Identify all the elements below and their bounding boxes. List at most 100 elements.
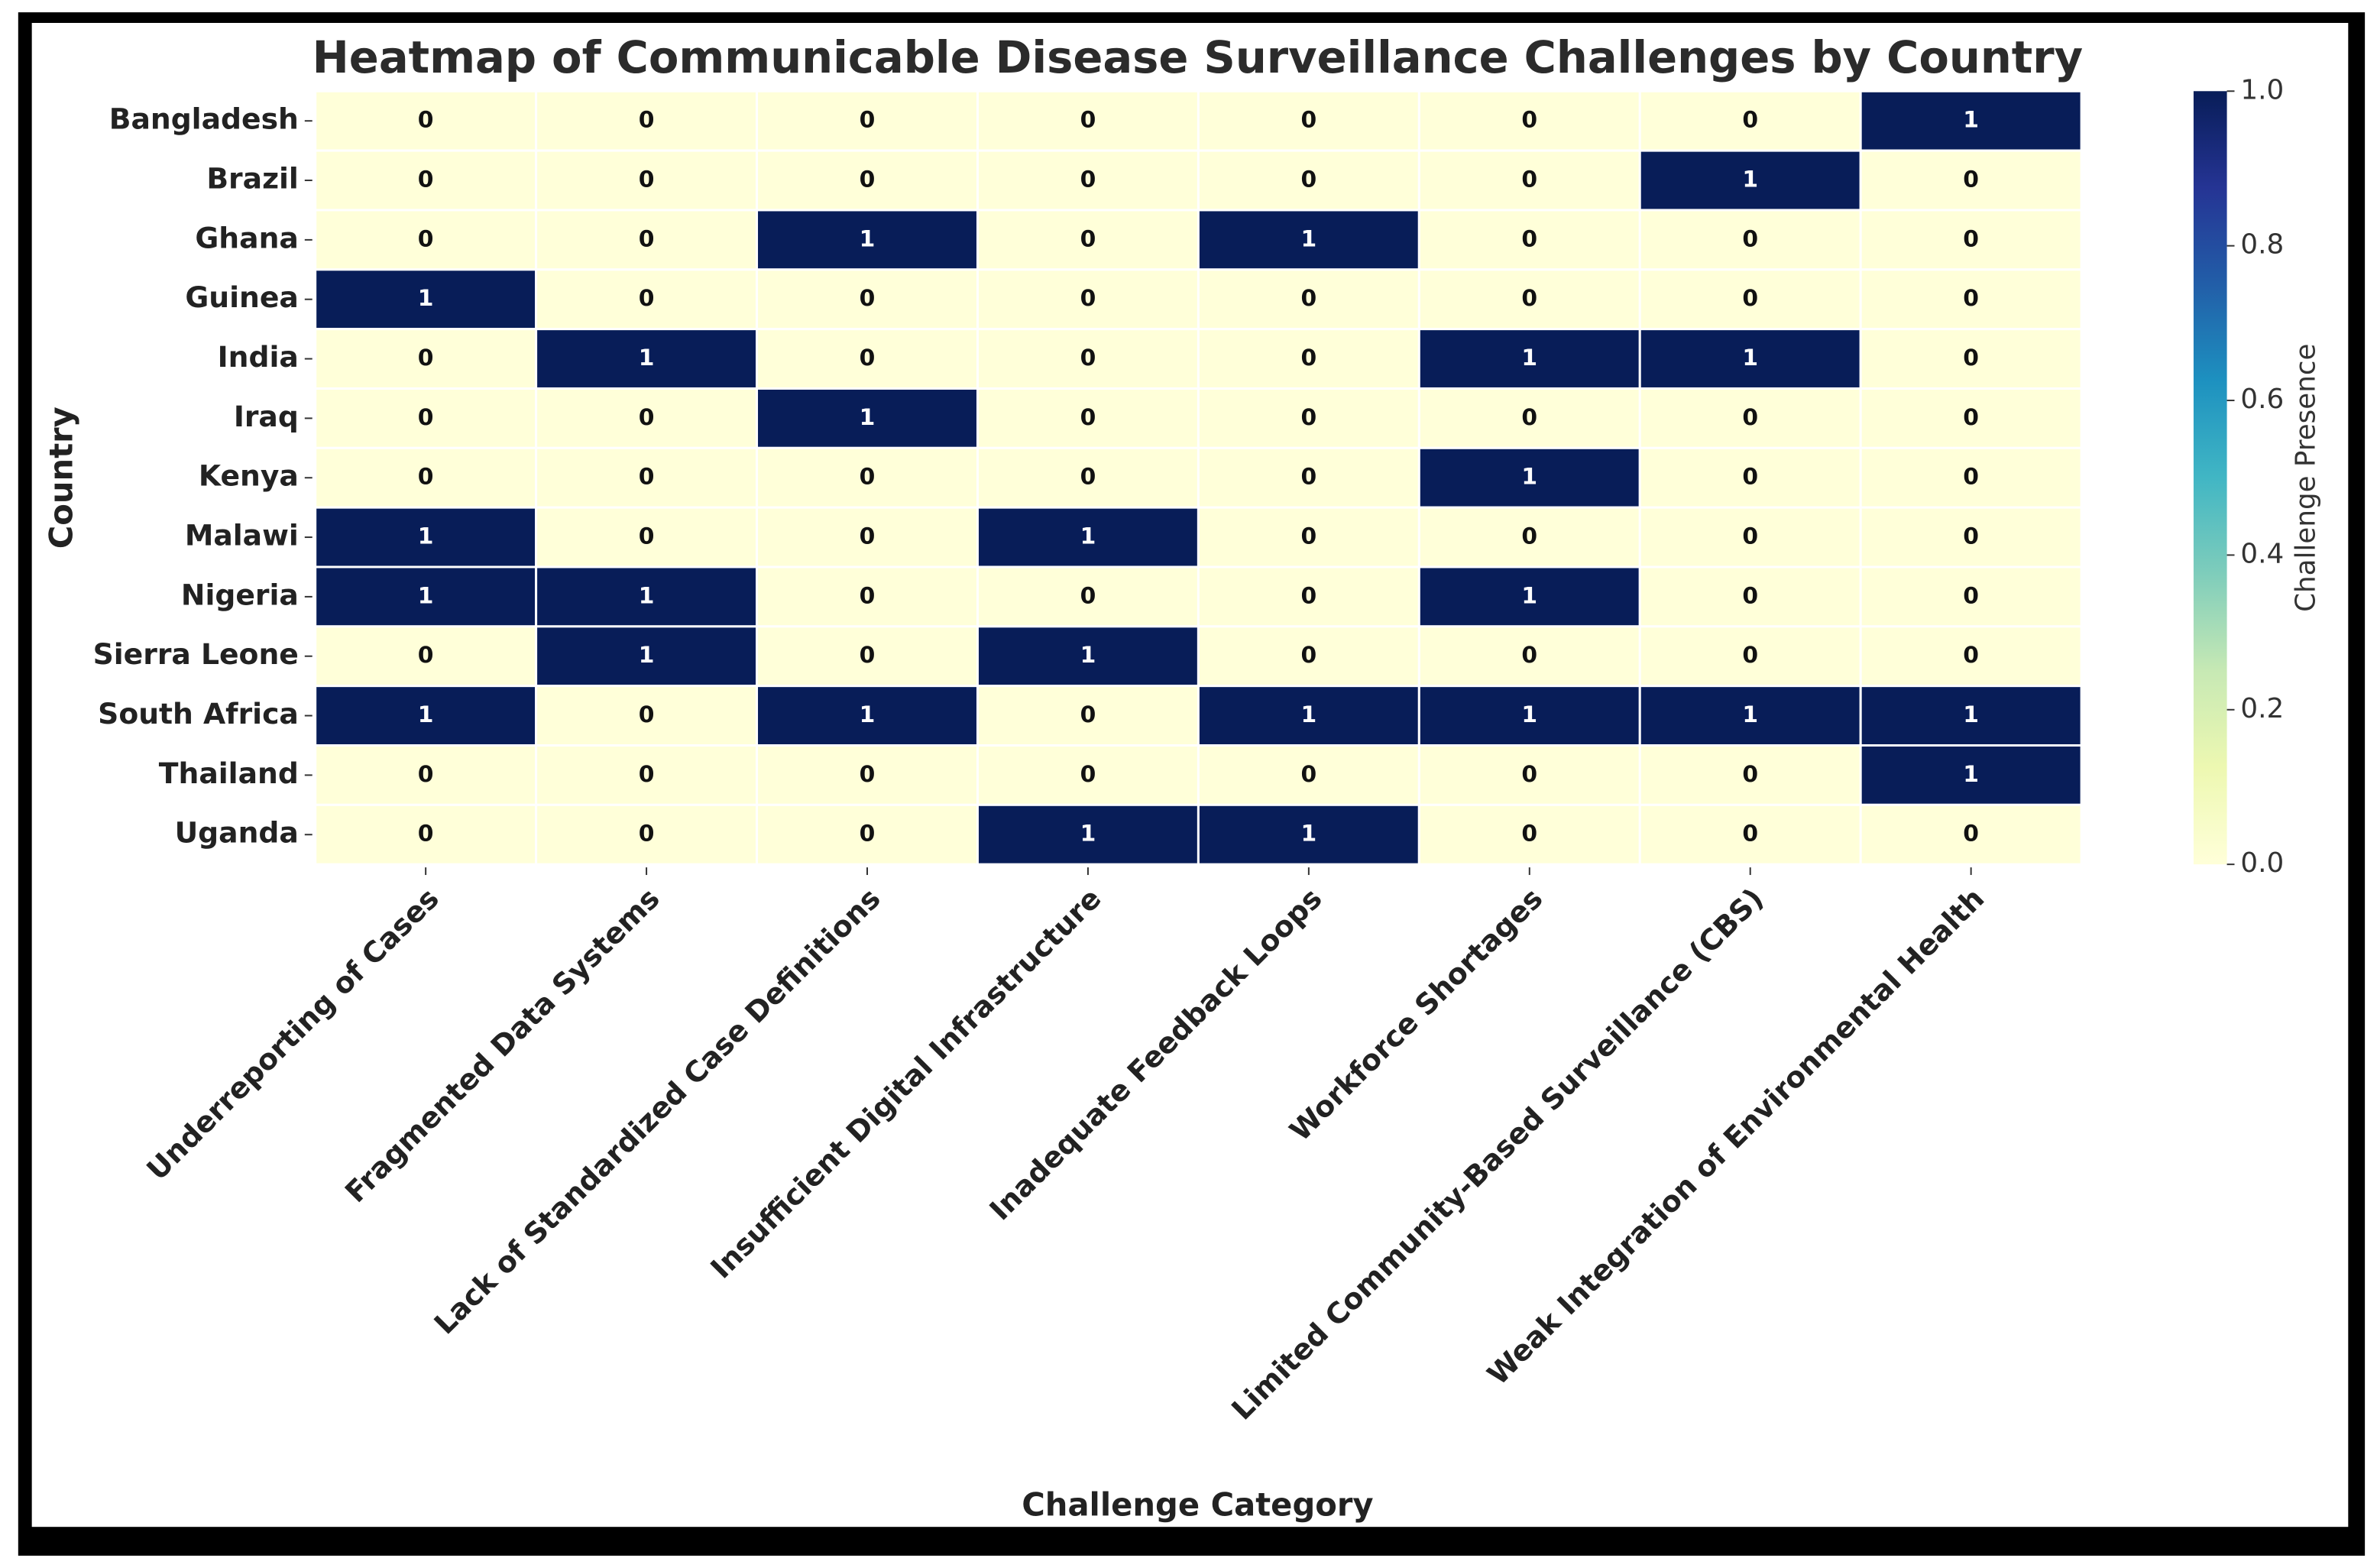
cell-label: 0 (860, 345, 876, 371)
cell-label: 0 (1080, 167, 1096, 193)
cell-label: 1 (1742, 167, 1758, 193)
cell-label: 1 (1963, 701, 1979, 728)
cell-label: 0 (1521, 761, 1537, 788)
heatmap-cell (1197, 803, 1420, 866)
heatmap-cell (1197, 685, 1420, 747)
heatmap-cell (1417, 803, 1641, 866)
cell-label: 0 (1521, 285, 1537, 312)
y-tick-label: Ghana (195, 221, 298, 254)
cell-label: 0 (1742, 821, 1758, 847)
y-tick-label: India (218, 340, 299, 374)
colorbar-tick-label: 0.4 (2240, 538, 2284, 569)
cell-label: 0 (860, 285, 876, 312)
cell-label: 0 (1963, 225, 1979, 252)
cell-label: 0 (1521, 107, 1537, 134)
heatmap-cell (1197, 446, 1420, 509)
colorbar-tick-label: 0.2 (2240, 693, 2284, 724)
cell-label: 0 (860, 821, 876, 847)
y-tick-label: Sierra Leone (93, 637, 299, 671)
heatmap-cell (1638, 803, 1862, 866)
cell-label: 0 (639, 821, 655, 847)
y-tick-label: Bangladesh (109, 102, 299, 136)
cell-label: 0 (1742, 582, 1758, 609)
cell-label: 0 (1742, 464, 1758, 491)
cell-label: 0 (1301, 523, 1317, 550)
heatmap-cell (314, 625, 538, 688)
cell-label: 0 (1521, 404, 1537, 431)
cell-label: 0 (860, 464, 876, 491)
heatmap-cell (314, 149, 538, 212)
heatmap-cell (756, 209, 979, 271)
cell-label: 0 (1301, 582, 1317, 609)
cell-label: 0 (1080, 582, 1096, 609)
heatmap-cell (756, 803, 979, 866)
heatmap-cell (1859, 625, 2083, 688)
cell-label: 0 (860, 167, 876, 193)
cell-label: 0 (1963, 345, 1979, 371)
heatmap-cell (1417, 209, 1641, 271)
heatmap-cell (1197, 209, 1420, 271)
y-tick-label: Thailand (159, 756, 299, 790)
cell-label: 0 (1742, 523, 1758, 550)
cell-label: 1 (418, 701, 434, 728)
heatmap-cell (1638, 446, 1862, 509)
cell-label: 0 (1521, 821, 1537, 847)
cell-label: 0 (1742, 107, 1758, 134)
cell-label: 0 (418, 404, 434, 431)
colorbar-tick-label: 0.8 (2240, 229, 2284, 261)
cell-label: 0 (418, 464, 434, 491)
heatmap-cell (976, 328, 1200, 390)
heatmap-cell (535, 803, 759, 866)
cell-label: 0 (860, 582, 876, 609)
heatmap-cell (756, 268, 979, 331)
cell-label: 0 (418, 225, 434, 252)
cell-label: 1 (860, 701, 876, 728)
cell-label: 0 (418, 761, 434, 788)
cell-label: 1 (639, 582, 655, 609)
heatmap-cell (535, 625, 759, 688)
cell-label: 1 (1742, 701, 1758, 728)
heatmap-cell (756, 565, 979, 628)
heatmap-cell (1859, 149, 2083, 212)
cell-label: 0 (1742, 761, 1758, 788)
cell-label: 0 (1080, 701, 1096, 728)
cell-label: 0 (639, 285, 655, 312)
heatmap-cell (1417, 268, 1641, 331)
heatmap-cell (976, 744, 1200, 806)
cell-label: 1 (1742, 345, 1758, 371)
cell-label: 0 (1742, 642, 1758, 669)
cell-label: 0 (1080, 761, 1096, 788)
cell-label: 0 (639, 404, 655, 431)
cell-label: 0 (1742, 404, 1758, 431)
cell-label: 0 (418, 821, 434, 847)
y-tick-label: Nigeria (181, 578, 299, 611)
heatmap-cell (1417, 387, 1641, 449)
heatmap-cell (976, 803, 1200, 866)
cell-label: 0 (1080, 464, 1096, 491)
cell-label: 0 (1080, 285, 1096, 312)
cell-label: 0 (639, 464, 655, 491)
cell-label: 0 (418, 107, 434, 134)
cell-label: 1 (639, 345, 655, 371)
heatmap-cell (976, 268, 1200, 331)
cell-label: 0 (1963, 464, 1979, 491)
heatmap-cell (535, 446, 759, 509)
heatmap-cell (756, 149, 979, 212)
cell-label: 0 (418, 345, 434, 371)
cell-label: 0 (1301, 464, 1317, 491)
cell-label: 0 (1742, 285, 1758, 312)
heatmap-cell (1638, 744, 1862, 806)
cell-label: 1 (1080, 821, 1096, 847)
heatmap-cell (1638, 685, 1862, 747)
cell-label: 0 (639, 523, 655, 550)
cell-label: 0 (1963, 404, 1979, 431)
heatmap-cell (1638, 387, 1862, 449)
heatmap-cell (756, 625, 979, 688)
heatmap-cell (976, 565, 1200, 628)
cell-label: 0 (1080, 345, 1096, 371)
heatmap-cell (314, 328, 538, 390)
y-tick-label: Uganda (175, 816, 299, 850)
cell-label: 0 (639, 761, 655, 788)
heatmap-cell (1859, 506, 2083, 569)
